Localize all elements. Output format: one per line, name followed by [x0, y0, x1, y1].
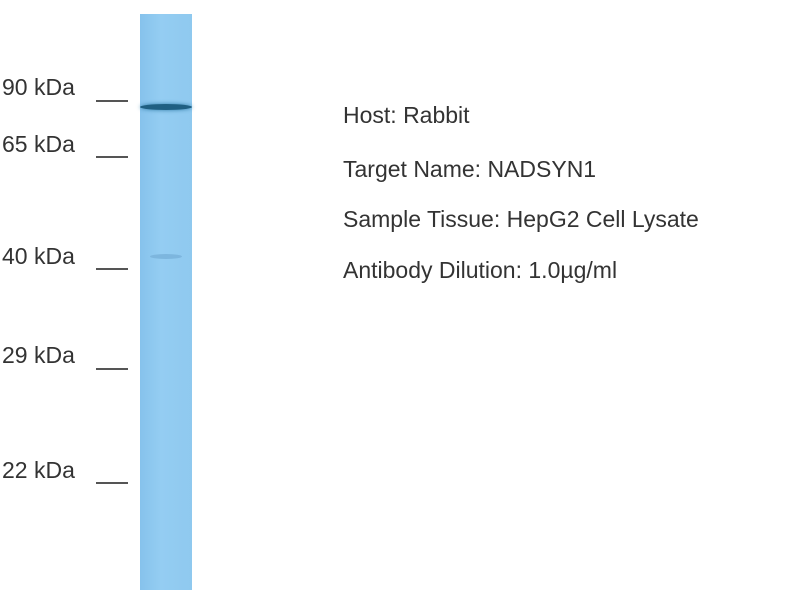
marker-label-29: 29 kDa — [2, 342, 75, 368]
blot-lane — [140, 14, 192, 590]
marker-tick-29 — [96, 368, 128, 370]
marker-label-90: 90 kDa — [2, 74, 75, 100]
protein-band-strong — [140, 104, 192, 110]
target-name-text: Target Name: NADSYN1 — [343, 156, 597, 182]
sample-tissue-text: Sample Tissue: HepG2 Cell Lysate — [343, 206, 699, 232]
marker-label-40: 40 kDa — [2, 243, 75, 269]
marker-tick-90 — [96, 100, 128, 102]
marker-tick-22 — [96, 482, 128, 484]
marker-label-22: 22 kDa — [2, 457, 75, 483]
marker-tick-40 — [96, 268, 128, 270]
marker-label-65: 65 kDa — [2, 131, 75, 157]
protein-band-faint — [150, 254, 182, 259]
antibody-dilution-text: Antibody Dilution: 1.0µg/ml — [343, 257, 618, 283]
host-text: Host: Rabbit — [343, 102, 470, 128]
marker-tick-65 — [96, 156, 128, 158]
